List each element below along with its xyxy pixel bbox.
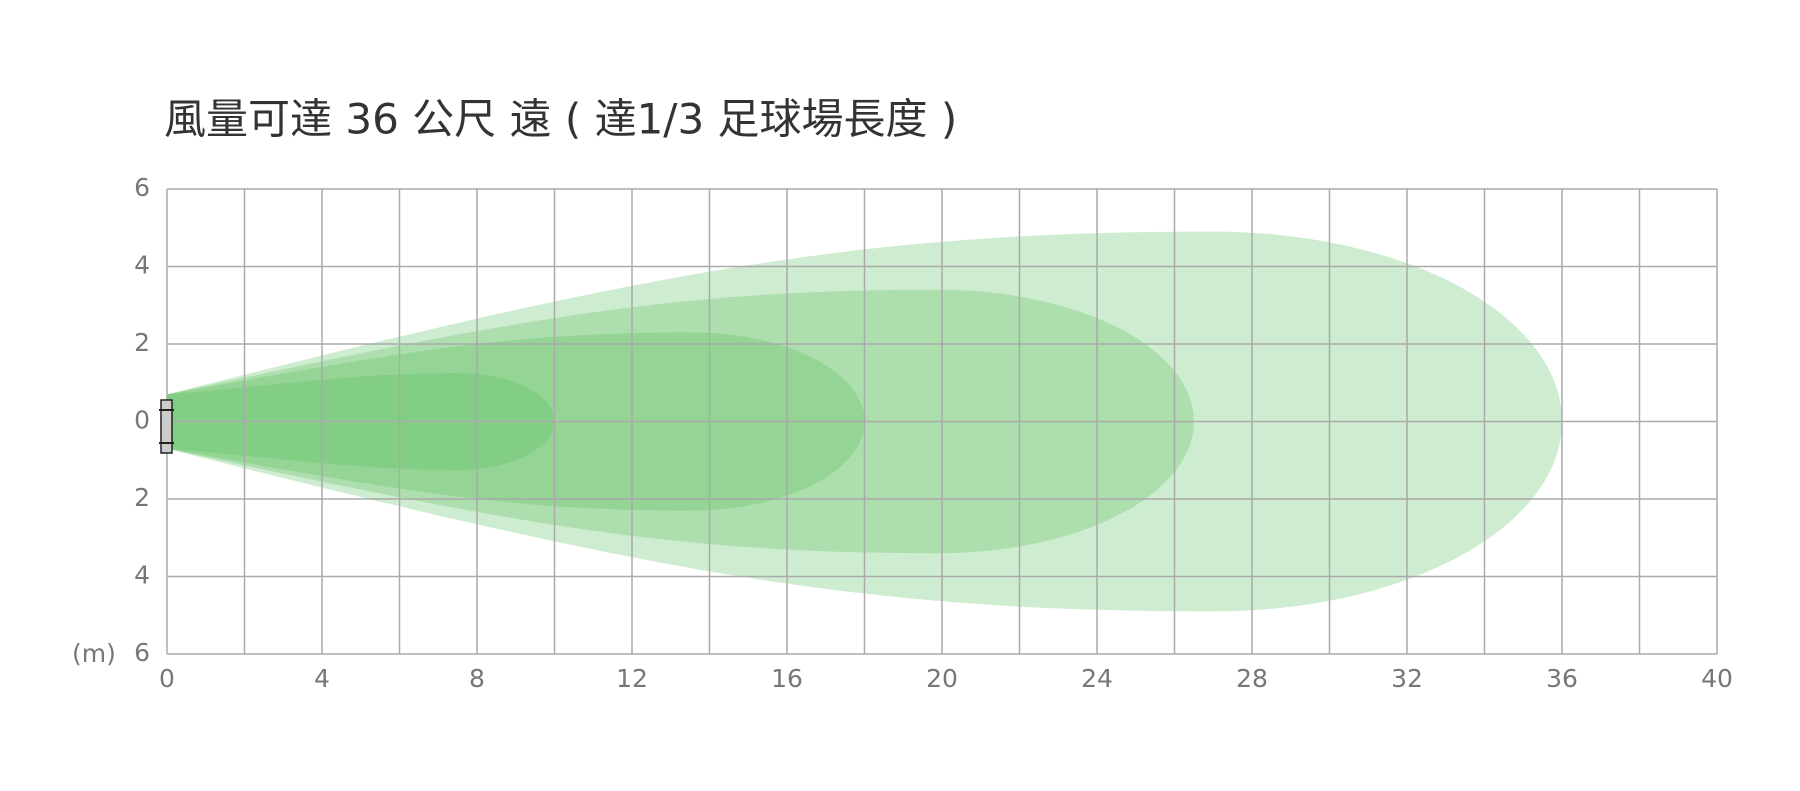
x-tick-label: 32 bbox=[1391, 664, 1423, 693]
x-tick-label: 28 bbox=[1236, 664, 1268, 693]
y-tick-label: 6 bbox=[134, 638, 150, 667]
x-tick-label: 12 bbox=[616, 664, 648, 693]
y-tick-label: 2 bbox=[134, 328, 150, 357]
y-tick-label: 0 bbox=[134, 406, 150, 435]
x-tick-label: 40 bbox=[1701, 664, 1733, 693]
x-tick-label: 24 bbox=[1081, 664, 1113, 693]
x-tick-label: 4 bbox=[314, 664, 330, 693]
x-tick-label: 20 bbox=[926, 664, 958, 693]
x-tick-label: 0 bbox=[159, 664, 175, 693]
chart-title: 風量可達 36 公尺 遠 ( 達1/3 足球場長度 ) bbox=[164, 95, 957, 144]
grid bbox=[166, 188, 1718, 655]
y-tick-label: 4 bbox=[134, 561, 150, 590]
x-tick-label: 36 bbox=[1546, 664, 1578, 693]
x-tick-label: 16 bbox=[771, 664, 803, 693]
y-tick-label: 2 bbox=[134, 483, 150, 512]
y-tick-label: 6 bbox=[134, 173, 150, 202]
fan-device bbox=[159, 399, 174, 454]
x-tick-label: 8 bbox=[469, 664, 485, 693]
unit-label: (m) bbox=[72, 639, 116, 668]
y-tick-label: 4 bbox=[134, 251, 150, 280]
